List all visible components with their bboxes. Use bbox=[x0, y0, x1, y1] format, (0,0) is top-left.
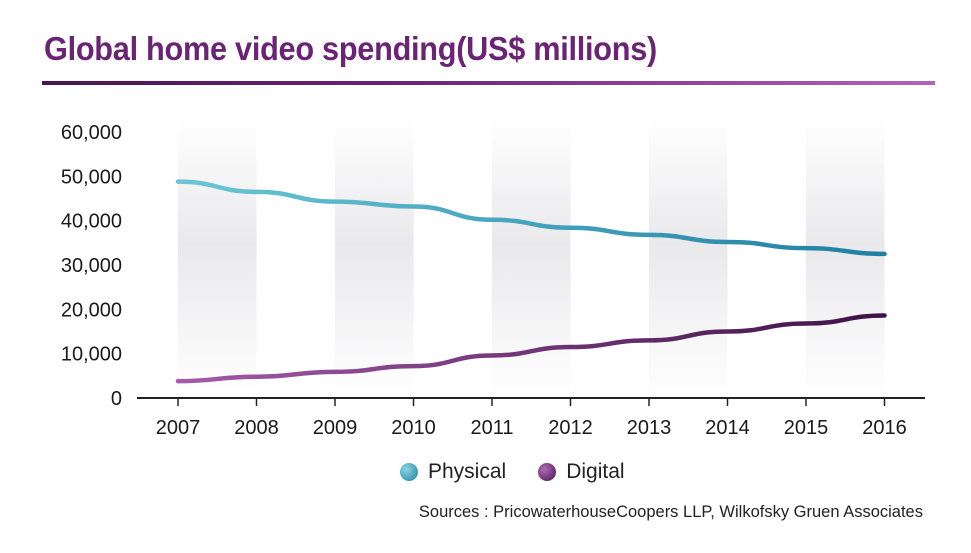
background-band-2015 bbox=[806, 118, 885, 398]
legend-dot-digital bbox=[538, 463, 557, 481]
x-tick-label: 2015 bbox=[784, 417, 829, 439]
y-axis: 60,000 50,000 40,000 30,000 20,000 10,000 0 bbox=[61, 122, 122, 410]
series-line-physical bbox=[175, 179, 887, 257]
y-tick-label: 30,000 bbox=[61, 255, 122, 277]
x-tick-label: 2008 bbox=[234, 417, 279, 439]
legend-label-physical: Physical bbox=[428, 460, 507, 483]
legend: Physical Digital bbox=[400, 460, 657, 484]
series-lines bbox=[175, 179, 887, 384]
x-tick-label: 2014 bbox=[705, 417, 750, 439]
background-band-2013 bbox=[649, 118, 728, 398]
background-band-2009 bbox=[335, 118, 414, 398]
x-tick-label: 2007 bbox=[156, 417, 201, 439]
legend-label-digital: Digital bbox=[566, 460, 625, 483]
legend-dot-physical bbox=[400, 463, 418, 481]
y-tick-label: 10,000 bbox=[61, 344, 122, 366]
x-tick-label: 2013 bbox=[627, 417, 672, 439]
x-tick-label: 2012 bbox=[548, 417, 593, 439]
y-tick-label: 40,000 bbox=[61, 211, 122, 233]
x-tick-label: 2010 bbox=[391, 417, 436, 439]
legend-item-physical: Physical bbox=[400, 460, 506, 484]
x-axis: 2007 2008 2009 2010 2011 2012 2013 2014 2015 2016 bbox=[137, 397, 925, 439]
background-bands bbox=[178, 118, 885, 398]
chart-title: Global home video spending(US$ millions) bbox=[44, 30, 657, 67]
source-note: Sources : PricowaterhouseCoopers LLP, Wi… bbox=[418, 503, 923, 521]
legend-item-digital: Digital bbox=[538, 460, 625, 484]
y-tick-label: 50,000 bbox=[61, 166, 122, 188]
x-tick-label: 2016 bbox=[862, 417, 907, 439]
y-tick-label: 60,000 bbox=[61, 122, 122, 144]
y-tick-label: 20,000 bbox=[61, 299, 122, 321]
x-tick-label: 2009 bbox=[313, 417, 358, 439]
background-band-2007 bbox=[178, 118, 257, 398]
y-tick-label: 0 bbox=[111, 388, 122, 410]
series-line-digital bbox=[175, 313, 887, 384]
title-divider bbox=[42, 81, 935, 85]
x-tick-label: 2011 bbox=[470, 417, 513, 439]
